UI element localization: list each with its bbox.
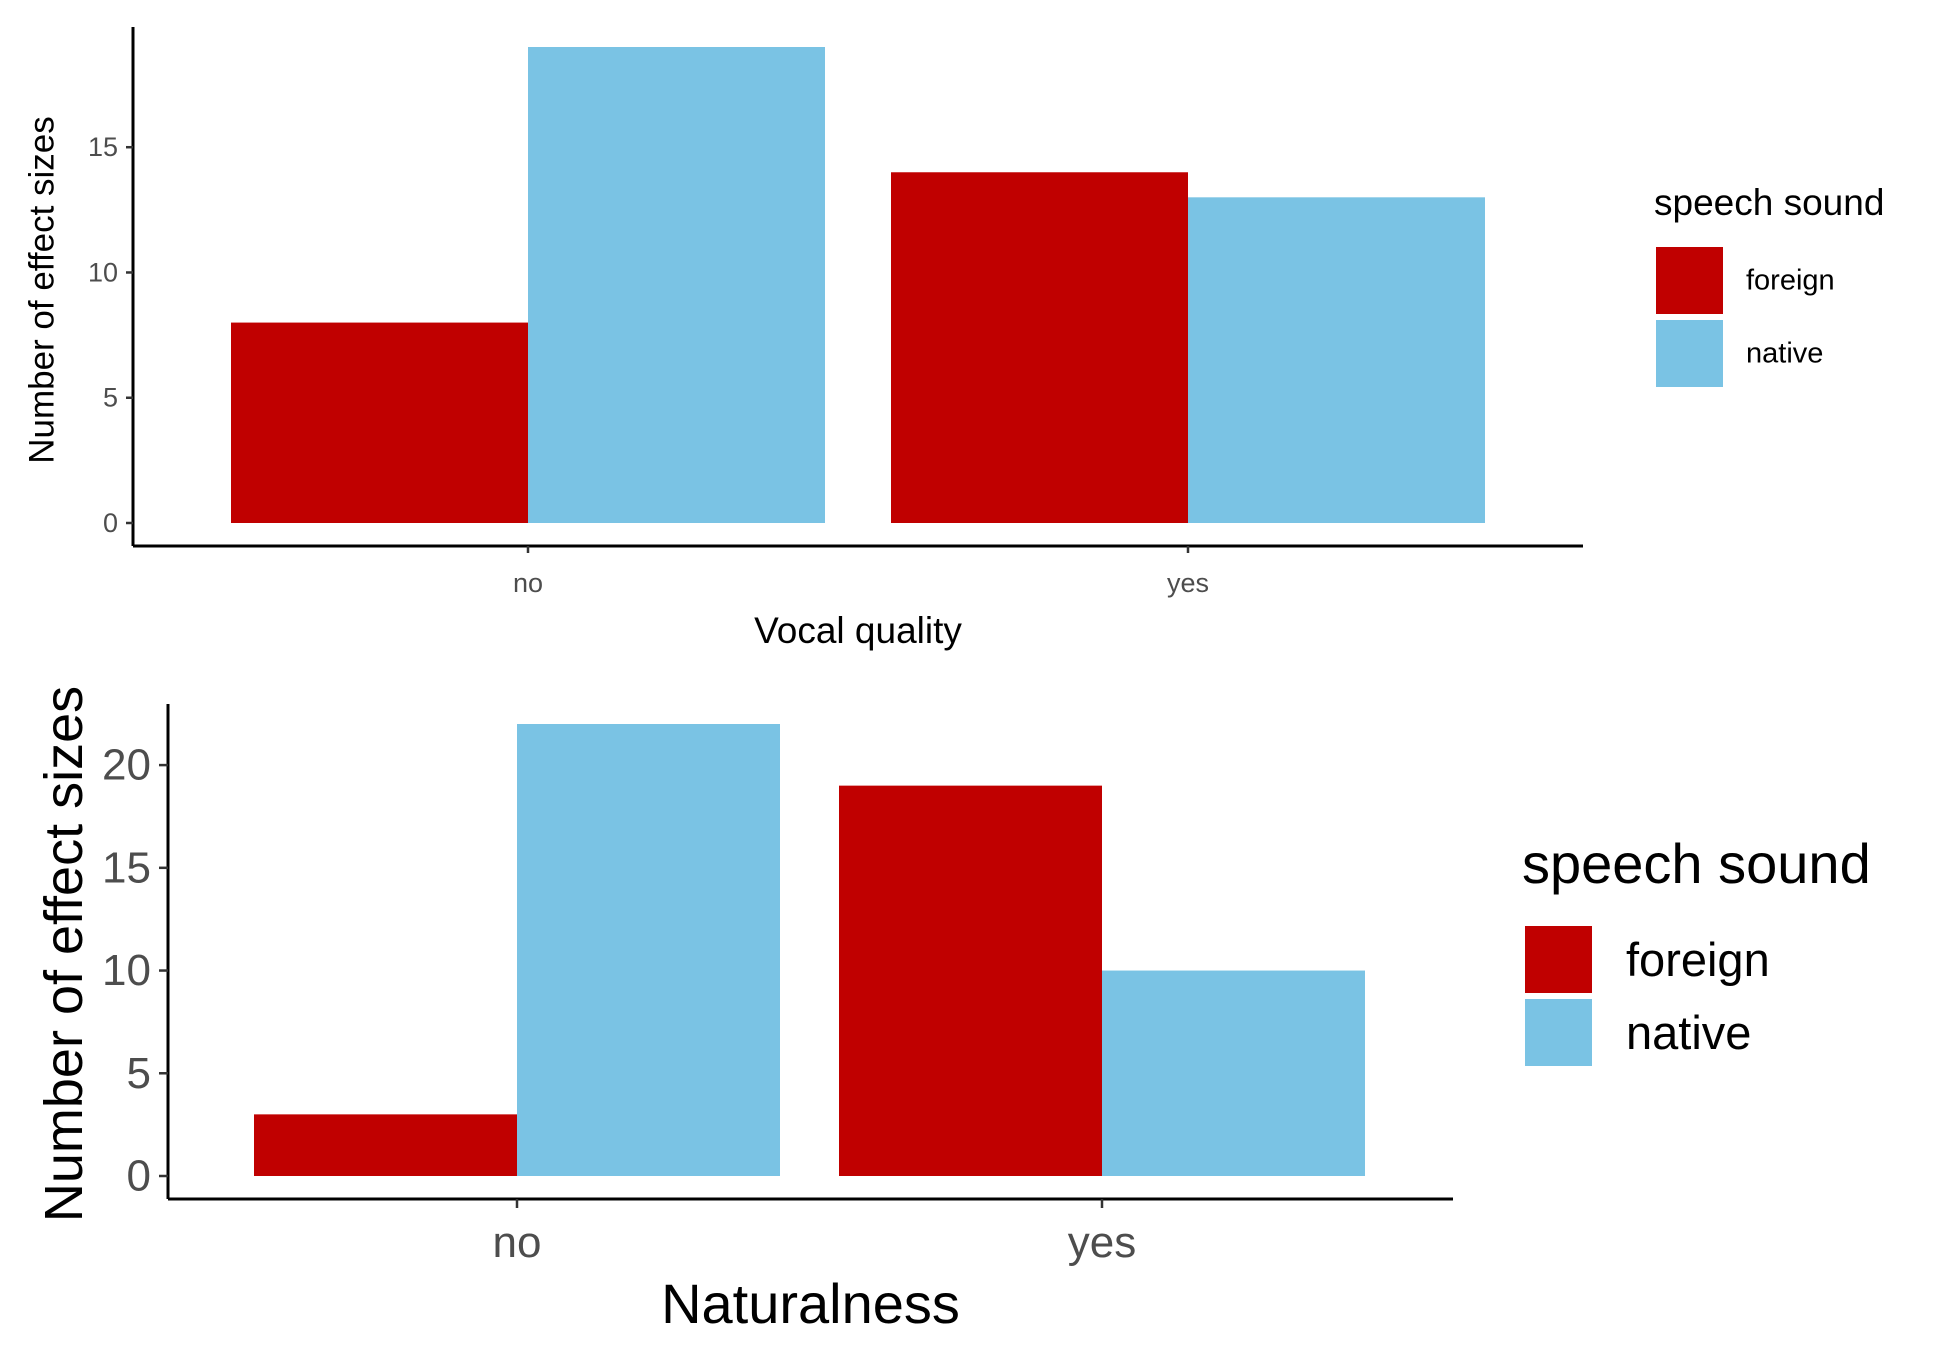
bar-native-yes	[1102, 970, 1365, 1176]
chart-vocal-quality: 0 5 10 15 no yes Vocal quality Number of effect…	[23, 27, 1884, 651]
legend-key-foreign	[1525, 926, 1592, 993]
legend-key-foreign	[1656, 247, 1723, 314]
legend-label-foreign: foreign	[1626, 933, 1770, 986]
legend-label-native: native	[1746, 338, 1823, 370]
legend-label-foreign: foreign	[1746, 265, 1835, 297]
y-axis-title: Number of effect sizes	[23, 116, 62, 464]
y-tick-label: 15	[88, 132, 118, 162]
y-tick-label: 5	[127, 1049, 151, 1098]
bar-native-no	[517, 724, 780, 1176]
x-tick-label: no	[493, 1218, 542, 1267]
legend-label-native: native	[1626, 1006, 1751, 1059]
y-tick-label: 5	[103, 383, 118, 413]
x-tick-label: yes	[1068, 1218, 1136, 1267]
legend-key-native	[1525, 999, 1592, 1066]
x-axis-title: Naturalness	[661, 1272, 960, 1335]
legend-title: speech sound	[1522, 832, 1871, 895]
bar-native-yes	[1188, 197, 1485, 523]
x-tick-label: no	[513, 568, 543, 598]
y-tick-label: 20	[102, 741, 151, 790]
y-tick-label: 15	[102, 843, 151, 892]
y-tick-label: 10	[88, 257, 118, 287]
legend-key-native	[1656, 320, 1723, 387]
y-tick-label: 10	[102, 946, 151, 995]
bar-foreign-no	[231, 322, 528, 523]
bar-foreign-yes	[839, 785, 1102, 1176]
x-tick-label: yes	[1167, 568, 1209, 598]
legend-title: speech sound	[1654, 182, 1884, 223]
legend: speech sound foreign native	[1522, 832, 1871, 1066]
legend: speech sound foreign native	[1654, 182, 1884, 387]
bar-foreign-yes	[891, 172, 1188, 523]
bar-foreign-no	[254, 1114, 517, 1176]
bar-native-no	[528, 47, 825, 523]
chart-naturalness: 0 5 10 15 20 no yes Naturalness Number of effect…	[34, 686, 1871, 1335]
y-axis-title: Number of effect sizes	[34, 686, 94, 1222]
y-tick-label: 0	[103, 508, 118, 538]
y-tick-label: 0	[127, 1152, 151, 1201]
x-axis-title: Vocal quality	[754, 610, 962, 651]
